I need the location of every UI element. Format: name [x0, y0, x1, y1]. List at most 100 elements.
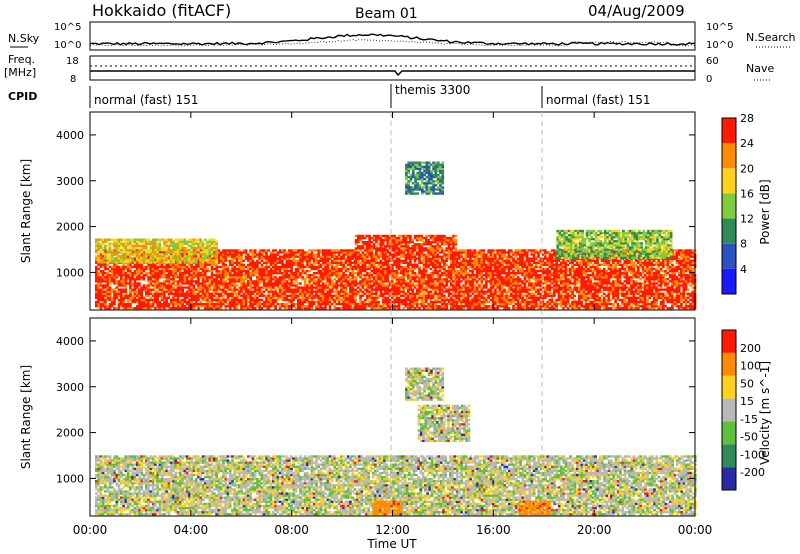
- heatmap-cell: [308, 274, 311, 277]
- heatmap-cell: [450, 296, 453, 300]
- heatmap-cell: [395, 243, 399, 246]
- heatmap-cell: [138, 269, 141, 273]
- heatmap-cell: [122, 298, 125, 302]
- heatmap-cell: [251, 272, 255, 275]
- heatmap-cell: [219, 259, 223, 262]
- heatmap-cell: [512, 300, 515, 304]
- heatmap-cell: [317, 288, 321, 291]
- heatmap-cell: [317, 249, 321, 252]
- heatmap-cell: [523, 253, 527, 256]
- heatmap-cell: [397, 249, 401, 252]
- heatmap-cell: [240, 272, 243, 275]
- heatmap-cell: [299, 265, 302, 269]
- heatmap-cell: [447, 280, 451, 283]
- heatmap-cell: [386, 265, 390, 269]
- heatmap-cell: [272, 282, 275, 285]
- heatmap-cell: [133, 282, 137, 285]
- heatmap-cell: [377, 269, 381, 273]
- heatmap-cell: [247, 267, 250, 271]
- heatmap-cell: [299, 255, 302, 258]
- heatmap-cell: [242, 267, 246, 271]
- heatmap-cell: [328, 276, 332, 279]
- heatmap-cell: [384, 298, 387, 302]
- heatmap-cell: [357, 241, 360, 244]
- heatmap-cell: [434, 300, 437, 304]
- heatmap-cell: [359, 269, 362, 273]
- heatmap-cell: [294, 284, 298, 287]
- heatmap-cell: [379, 282, 383, 285]
- heatmap-cell: [359, 307, 362, 310]
- heatmap-cell: [447, 298, 451, 302]
- heatmap-cell: [516, 305, 520, 308]
- heatmap-cell: [381, 272, 385, 275]
- heatmap-cell: [359, 261, 362, 264]
- heatmap-cell: [335, 296, 339, 300]
- heatmap-cell: [464, 286, 468, 289]
- heatmap-cell: [485, 278, 488, 281]
- heatmap-cell: [482, 278, 486, 281]
- heatmap-cell: [507, 290, 511, 293]
- heatmap-cell: [457, 298, 461, 302]
- heatmap-cell: [431, 282, 435, 285]
- heatmap-cell: [447, 251, 451, 254]
- heatmap-cell: [213, 263, 216, 267]
- heatmap-cell: [169, 307, 173, 310]
- heatmap-cell: [525, 269, 529, 273]
- heatmap-cell: [516, 282, 520, 285]
- heatmap-cell: [357, 253, 360, 256]
- heatmap-cell: [471, 302, 475, 306]
- heatmap-cell: [272, 292, 275, 295]
- heatmap-cell: [222, 296, 225, 300]
- heatmap-cell: [357, 282, 360, 285]
- heatmap-cell: [179, 278, 182, 281]
- heatmap-cell: [388, 259, 392, 262]
- heatmap-cell: [129, 292, 132, 295]
- heatmap-cell: [397, 272, 401, 275]
- heatmap-cell: [197, 284, 200, 287]
- heatmap-cell: [375, 239, 378, 242]
- heatmap-cell: [438, 261, 442, 264]
- heatmap-cell: [122, 302, 125, 306]
- heatmap-cell: [361, 265, 365, 269]
- heatmap-cell: [165, 276, 169, 279]
- heatmap-cell: [359, 274, 362, 277]
- heatmap-cell: [201, 298, 205, 302]
- heatmap-cell: [235, 259, 239, 262]
- heatmap-cell: [359, 265, 362, 269]
- heatmap-cell: [108, 276, 112, 279]
- heatmap-cell: [197, 292, 200, 295]
- heatmap-cell: [429, 296, 433, 300]
- heatmap-cell: [480, 274, 484, 277]
- heatmap-cell: [278, 255, 282, 258]
- heatmap-cell: [393, 272, 396, 275]
- heatmap-cell: [532, 255, 536, 258]
- heatmap-cell: [422, 294, 426, 297]
- heatmap-cell: [240, 302, 243, 306]
- heatmap-cell: [210, 294, 214, 297]
- heatmap-cell: [381, 302, 385, 306]
- heatmap-cell: [181, 280, 184, 283]
- heatmap-cell: [478, 257, 481, 260]
- heatmap-cell: [534, 284, 538, 287]
- heatmap-cell: [95, 280, 98, 283]
- heatmap-cell: [172, 294, 175, 297]
- heatmap-cell: [409, 251, 412, 254]
- heatmap-cell: [395, 269, 399, 273]
- heatmap-cell: [133, 284, 137, 287]
- heatmap-cell: [440, 249, 444, 252]
- heatmap-cell: [434, 267, 437, 271]
- heatmap-cell: [183, 274, 187, 277]
- heatmap-cell: [101, 296, 105, 300]
- heatmap-cell: [113, 296, 116, 300]
- heatmap-cell: [312, 263, 316, 267]
- heatmap-cell: [487, 274, 490, 277]
- heatmap-cell: [149, 272, 153, 275]
- heatmap-cell: [287, 253, 291, 256]
- heatmap-cell: [172, 296, 175, 300]
- heatmap-cell: [201, 292, 205, 295]
- heatmap-cell: [331, 267, 334, 271]
- heatmap-cell: [269, 259, 273, 262]
- heatmap-cell: [420, 259, 424, 262]
- heatmap-cell: [404, 265, 408, 269]
- heatmap-cell: [242, 259, 246, 262]
